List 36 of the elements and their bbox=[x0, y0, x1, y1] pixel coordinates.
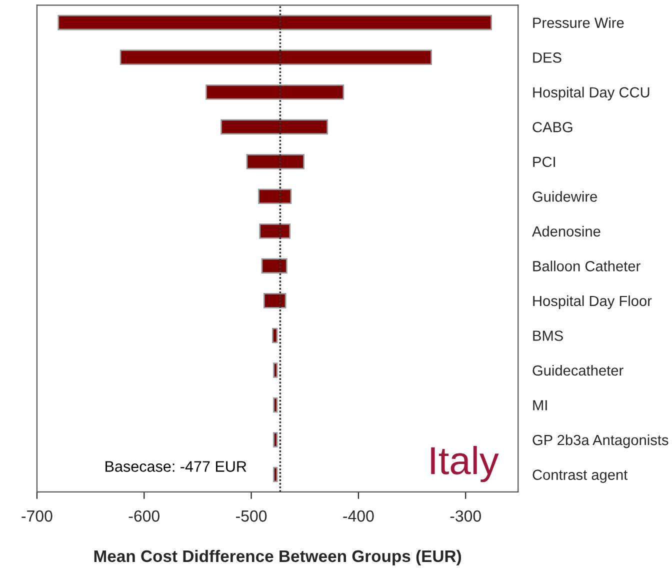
bar bbox=[273, 362, 278, 378]
annotation: Italy bbox=[431, 446, 499, 482]
bar bbox=[220, 119, 328, 135]
bar bbox=[120, 50, 432, 65]
bar bbox=[58, 14, 492, 30]
bar bbox=[246, 154, 304, 170]
bar bbox=[273, 466, 278, 482]
annotation: Basecase: -477 EUR bbox=[106, 461, 246, 472]
y-tick-label: Guidecatheter bbox=[532, 364, 624, 376]
x-tick-label: -400 bbox=[343, 510, 374, 522]
x-axis-title: Mean Cost Didfference Between Groups (EUR) bbox=[94, 550, 462, 566]
y-tick-label: Adenosine bbox=[532, 226, 600, 237]
bar bbox=[206, 84, 344, 100]
bar bbox=[258, 188, 292, 204]
x-tick-label: -500 bbox=[236, 510, 267, 522]
y-tick-label: BMS bbox=[533, 330, 563, 341]
bar bbox=[259, 224, 291, 239]
y-tick-label: PCI bbox=[533, 156, 555, 168]
x-tick-label: -600 bbox=[128, 510, 160, 522]
y-tick-label: Pressure Wire bbox=[533, 17, 624, 28]
y-tick-label: DES bbox=[533, 52, 562, 63]
x-tick-label: -300 bbox=[450, 510, 481, 522]
bar bbox=[261, 258, 288, 274]
y-tick-label: MI bbox=[533, 400, 547, 410]
bar bbox=[272, 328, 278, 344]
y-tick-label: Hospital Day CCU bbox=[533, 86, 650, 100]
bar bbox=[273, 432, 278, 448]
bar bbox=[273, 397, 278, 413]
y-tick-label: Guidewire bbox=[532, 191, 598, 202]
x-tick-label: -700 bbox=[22, 510, 52, 522]
y-tick-label: Balloon Catheter bbox=[533, 260, 640, 272]
y-tick-label: Hospital Day Floor bbox=[533, 295, 652, 310]
y-tick-label: CABG bbox=[532, 122, 572, 132]
y-tick-label: GP 2b3a Antagonists bbox=[532, 434, 668, 448]
bar bbox=[263, 293, 286, 308]
y-tick-label: Contrast agent bbox=[532, 470, 628, 483]
